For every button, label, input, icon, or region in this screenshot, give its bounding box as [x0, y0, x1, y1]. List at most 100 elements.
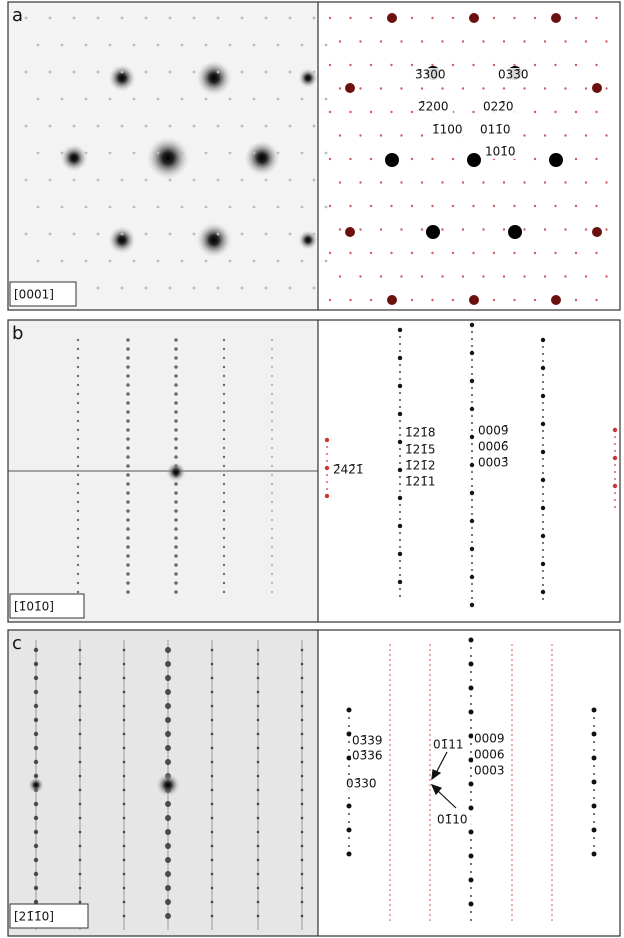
spot: [77, 555, 79, 557]
spot: [211, 747, 214, 750]
spot: [429, 884, 431, 886]
spot: [271, 582, 273, 584]
spot: [441, 228, 443, 230]
spot: [25, 71, 28, 74]
spot: [542, 409, 544, 411]
spot: [79, 859, 82, 862]
spot: [469, 734, 474, 739]
spot: [126, 473, 130, 477]
spot: [77, 492, 79, 494]
spot: [541, 338, 545, 342]
spot: [429, 899, 431, 901]
spot: [389, 809, 391, 811]
spot: [542, 549, 544, 551]
spot: [471, 394, 473, 396]
spot: [241, 287, 244, 290]
spot: [77, 564, 79, 566]
spot: [223, 510, 225, 512]
spot: [462, 40, 464, 42]
spot: [121, 233, 124, 236]
spot: [174, 545, 178, 549]
spot: [398, 552, 402, 556]
spot: [398, 384, 402, 388]
spot: [174, 572, 178, 576]
spot: [257, 915, 260, 918]
spot: [389, 819, 391, 821]
spot: [34, 816, 38, 820]
spot: [389, 839, 391, 841]
spot: [551, 879, 553, 881]
spot: [551, 674, 553, 676]
spot: [329, 158, 331, 160]
spot: [77, 537, 79, 539]
spot: [271, 483, 273, 485]
spot: [564, 40, 566, 42]
spot: [277, 98, 280, 101]
spot: [174, 581, 178, 585]
spot: [126, 545, 130, 549]
spot: [549, 153, 563, 167]
spot: [301, 691, 304, 694]
spot: [605, 228, 607, 230]
spot: [551, 834, 553, 836]
spot: [614, 436, 616, 438]
spot: [109, 206, 112, 209]
spot: [265, 125, 268, 128]
spot: [271, 438, 273, 440]
spot: [265, 233, 268, 236]
spot: [123, 761, 126, 764]
spot: [592, 804, 597, 809]
spot: [411, 252, 413, 254]
spot: [34, 732, 38, 736]
spot: [145, 17, 148, 20]
spot: [469, 638, 474, 643]
spot: [380, 228, 382, 230]
spot: [77, 528, 79, 530]
spot: [398, 580, 402, 584]
spot: [511, 694, 513, 696]
spot: [174, 365, 178, 369]
spot: [542, 402, 544, 404]
spot: [85, 206, 88, 209]
index-label: 0009̄: [478, 424, 509, 438]
spot: [471, 338, 473, 340]
spot: [34, 886, 38, 890]
spot: [482, 87, 484, 89]
spot: [429, 729, 431, 731]
spot: [301, 873, 304, 876]
spot: [429, 869, 431, 871]
spot: [49, 71, 52, 74]
spot: [61, 206, 64, 209]
spot: [503, 87, 505, 89]
spot: [325, 98, 328, 101]
spot: [429, 699, 431, 701]
spot: [97, 125, 100, 128]
spot: [398, 328, 402, 332]
spot: [542, 346, 544, 348]
spot: [511, 649, 513, 651]
spot: [592, 732, 597, 737]
spot: [34, 676, 38, 680]
spot: [169, 287, 172, 290]
spot: [257, 677, 260, 680]
spot: [511, 669, 513, 671]
spot: [301, 719, 304, 722]
spot: [61, 44, 64, 47]
spot-glow: [156, 773, 180, 797]
spot: [79, 649, 82, 652]
spot: [223, 411, 225, 413]
spot: [301, 845, 304, 848]
spot: [542, 521, 544, 523]
spot: [257, 901, 260, 904]
spot: [174, 590, 178, 594]
spot: [79, 761, 82, 764]
spot: [400, 275, 402, 277]
spot: [380, 87, 382, 89]
spot: [349, 299, 351, 301]
spot: [462, 228, 464, 230]
spot: [133, 44, 136, 47]
spot: [241, 233, 244, 236]
spot: [79, 733, 82, 736]
spot: [511, 824, 513, 826]
spot: [398, 356, 402, 360]
